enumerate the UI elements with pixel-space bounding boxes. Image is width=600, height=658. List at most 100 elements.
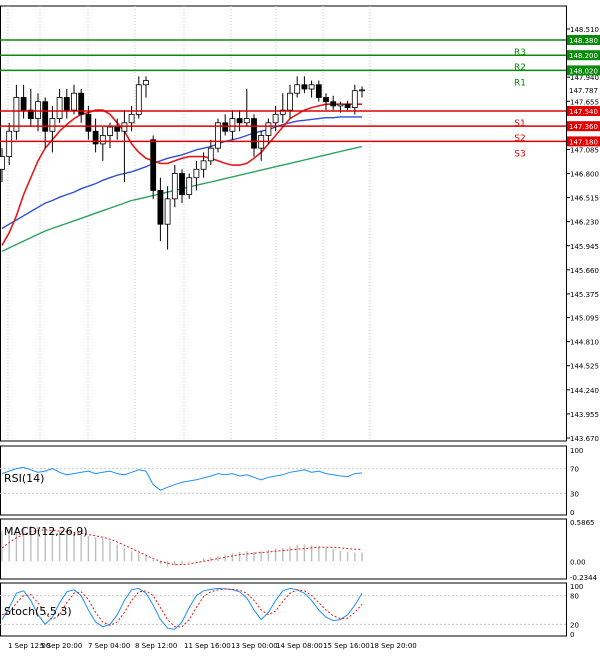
rsi-line	[1, 466, 363, 491]
candle-body	[179, 173, 185, 196]
x-tick-label: 1 Sep 12:00	[8, 642, 50, 650]
candle-body	[42, 101, 49, 132]
candle-body	[20, 97, 27, 111]
candle-body	[359, 89, 365, 92]
candle-body	[351, 90, 358, 108]
stoch-tick-label: 0	[570, 631, 574, 639]
candle-body	[164, 198, 171, 225]
y-tick-label: 147.940	[570, 74, 599, 82]
macd-label: MACD(12,26,9)	[4, 525, 88, 538]
candle-body	[265, 122, 272, 136]
y-tick-label: 145.095	[570, 315, 599, 323]
y-tick-label: 148.510	[570, 26, 599, 34]
rsi-pane-frame	[0, 445, 567, 516]
x-tick-label: 5 Sep 20:00	[40, 642, 82, 650]
level-name-s1: S1	[514, 119, 525, 129]
y-tick-label: 144.525	[570, 363, 599, 371]
y-tick-label: 145.375	[570, 291, 599, 299]
candle-body	[222, 122, 229, 132]
candle-body	[121, 122, 128, 132]
stoch-main-line	[1, 587, 363, 630]
rsi-tick-label: 0	[570, 509, 574, 517]
candle-body	[337, 103, 344, 107]
y-tick-label: 147.085	[570, 146, 599, 154]
y-tick-label: 145.945	[570, 243, 599, 251]
candle-body	[143, 80, 149, 86]
macd-pane-frame	[0, 518, 567, 580]
candle-body	[236, 118, 243, 124]
y-tick-label: 143.670	[570, 435, 599, 443]
rsi-tick-label: 100	[570, 447, 583, 455]
x-tick-label: 14 Sep 08:00	[276, 642, 323, 650]
candle-body	[229, 118, 236, 132]
candle-body	[207, 147, 214, 162]
y-tick-label: 146.515	[570, 195, 599, 203]
y-tick-label: 146.800	[570, 171, 599, 179]
candle-body	[63, 97, 70, 111]
candle-body	[294, 84, 301, 94]
candle-body	[35, 101, 41, 119]
candle-body	[6, 130, 13, 158]
level-name-r2: R2	[514, 63, 526, 73]
candle-body	[13, 97, 20, 132]
stoch-tick-label: 20	[570, 621, 579, 629]
x-tick-label: 7 Sep 04:00	[88, 642, 130, 650]
candle-body	[107, 126, 113, 136]
candle-body	[114, 126, 121, 132]
candle-body	[251, 118, 257, 149]
candle-body	[308, 84, 315, 90]
y-tick-label: 143.955	[570, 411, 599, 419]
stoch-signal-line	[1, 588, 363, 628]
candle-body	[344, 103, 351, 108]
y-tick-label: 144.810	[570, 339, 599, 347]
candle-body	[49, 118, 56, 132]
macd-tick-label: 0.5865	[570, 519, 595, 527]
level-price-tag	[567, 121, 600, 132]
candle-body	[315, 84, 322, 98]
candle-body	[92, 130, 99, 145]
current-price-label: 147.787	[569, 87, 598, 95]
level-price-label: 147.180	[569, 138, 598, 146]
level-name-r3: R3	[514, 48, 526, 58]
level-price-tag	[567, 136, 600, 147]
candle-body	[0, 156, 5, 170]
candle-body	[301, 84, 308, 90]
candle-body	[279, 109, 286, 115]
candle-body	[27, 109, 34, 119]
level-name-s3: S3	[514, 149, 525, 159]
macd-signal-line	[1, 529, 362, 566]
x-tick-label: 8 Sep 12:00	[135, 642, 177, 650]
y-tick-label: 147.655	[570, 98, 599, 106]
candle-body	[71, 92, 77, 111]
candle-body	[128, 113, 135, 124]
macd-tick-label: 0.00	[570, 558, 586, 566]
rsi-tick-label: 30	[570, 490, 579, 498]
candle-body	[193, 168, 200, 179]
y-tick-label: 144.240	[570, 387, 599, 395]
candle-body	[200, 160, 207, 170]
ma-mid-line	[1, 116, 362, 230]
macd-tick-label: -0.2344	[570, 574, 598, 582]
level-price-label: 148.380	[569, 37, 598, 45]
x-tick-label: 18 Sep 20:00	[370, 642, 417, 650]
stoch-tick-label: 100	[570, 583, 583, 591]
candle-body	[135, 84, 142, 115]
candle-body	[287, 92, 293, 111]
candle-body	[56, 97, 63, 119]
candle-body	[186, 177, 193, 196]
level-price-tag	[567, 105, 600, 116]
candle-body	[157, 190, 164, 225]
stoch-pane-frame	[0, 582, 567, 637]
level-price-label: 147.360	[569, 123, 598, 131]
candle-body	[323, 97, 329, 103]
candle-body	[330, 101, 337, 107]
candle-body	[215, 122, 221, 149]
level-price-label: 148.200	[569, 52, 598, 60]
y-tick-label: 146.230	[570, 219, 599, 227]
candle-body	[171, 173, 178, 200]
level-name-s2: S2	[514, 134, 525, 144]
rsi-tick-label: 70	[570, 466, 579, 474]
candle-body	[150, 139, 157, 191]
stoch-tick-label: 80	[570, 593, 579, 601]
